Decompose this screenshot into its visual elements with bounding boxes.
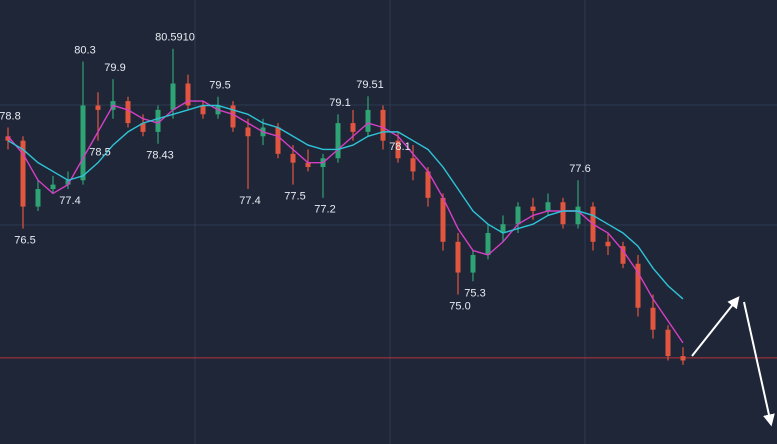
candle-body [155, 109, 161, 132]
candle-body [365, 109, 371, 132]
candle-body [395, 140, 401, 159]
candle-body [65, 180, 71, 185]
price-annotation: 78.5 [89, 147, 110, 159]
candle-body [650, 307, 656, 330]
candle-body [290, 153, 296, 163]
moving-average-line [7, 104, 684, 300]
candle-body [665, 329, 671, 357]
candle-body [35, 189, 41, 207]
price-annotation: 77.5 [284, 191, 305, 203]
candle-body [410, 158, 416, 172]
candle-body [185, 83, 191, 106]
candle-body [515, 206, 521, 225]
price-annotation: 80.3 [74, 44, 95, 56]
candle-body [500, 224, 506, 233]
candle-body [545, 202, 551, 212]
price-annotation: 77.6 [569, 163, 590, 175]
candle-body [440, 197, 446, 242]
candle-body [335, 123, 341, 159]
price-annotation: 77.2 [314, 204, 335, 216]
candle-body [470, 254, 476, 273]
candle-body [20, 140, 26, 207]
price-annotation: 79.51 [356, 79, 384, 91]
candle-body [230, 105, 236, 128]
price-annotation: 78.8 [0, 110, 21, 122]
candle-body [635, 263, 641, 308]
candle-body [350, 123, 356, 132]
candle-body [200, 105, 206, 115]
price-annotation: 77.4 [59, 195, 80, 207]
candle-body [95, 105, 101, 110]
price-annotation: 76.5 [14, 235, 35, 247]
candle-body [605, 241, 611, 247]
candle-body [485, 232, 491, 255]
price-annotation: 78.1 [389, 141, 410, 153]
candle-body [5, 136, 11, 141]
candle-body [530, 206, 536, 212]
arrow-down [743, 301, 775, 427]
arrows [691, 296, 775, 427]
price-annotation: 77.4 [239, 195, 260, 207]
candle-body [245, 127, 251, 137]
candle-body [125, 101, 131, 124]
candle-body [140, 123, 146, 132]
price-annotation: 75.0 [449, 300, 470, 312]
candle-body [80, 105, 86, 181]
price-annotation: 78.43 [146, 150, 174, 162]
arrow-up [691, 296, 740, 357]
price-annotation: 79.1 [329, 97, 350, 109]
candle-body [275, 127, 281, 154]
candle-body [680, 356, 686, 361]
price-annotation: 75.3 [464, 287, 485, 299]
candle-body [455, 241, 461, 273]
candle-body [620, 246, 626, 264]
plot: 78.8 76.5 77.4 80.3 78.5 79.9 78.43 80.5910 79.5… [0, 32, 777, 365]
price-annotation: 80.5910 [155, 32, 195, 44]
candle-body [575, 206, 581, 225]
candle-body [50, 184, 56, 190]
candle-body [560, 202, 566, 225]
candle-body [170, 83, 176, 110]
candle-body [305, 162, 311, 168]
price-annotation: 79.5 [209, 80, 230, 92]
price-annotation: 79.9 [104, 62, 125, 74]
candle-body [425, 171, 431, 198]
candle-body [380, 109, 386, 141]
